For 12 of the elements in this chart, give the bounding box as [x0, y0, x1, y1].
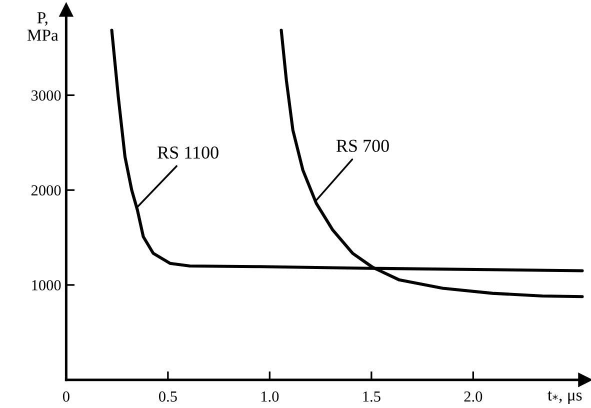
x-axis-title: t$_{*}$, μs: [548, 391, 582, 404]
y-tick-label: 2000: [31, 185, 61, 196]
x-tick-label: 0: [62, 391, 70, 402]
annotation: RS 700: [336, 140, 389, 152]
y-tick-label: 3000: [32, 90, 61, 101]
annotation: RS 1100: [158, 146, 218, 159]
x-tick-label: 1.0: [261, 391, 279, 402]
x-tick-label: 1.5: [363, 391, 380, 402]
x-tick-label: 0.5: [158, 391, 177, 402]
y-tick-label: 1000: [32, 280, 61, 290]
x-tick-label: 2.0: [464, 391, 482, 402]
y-axis-title: P, MPa: [27, 12, 58, 41]
